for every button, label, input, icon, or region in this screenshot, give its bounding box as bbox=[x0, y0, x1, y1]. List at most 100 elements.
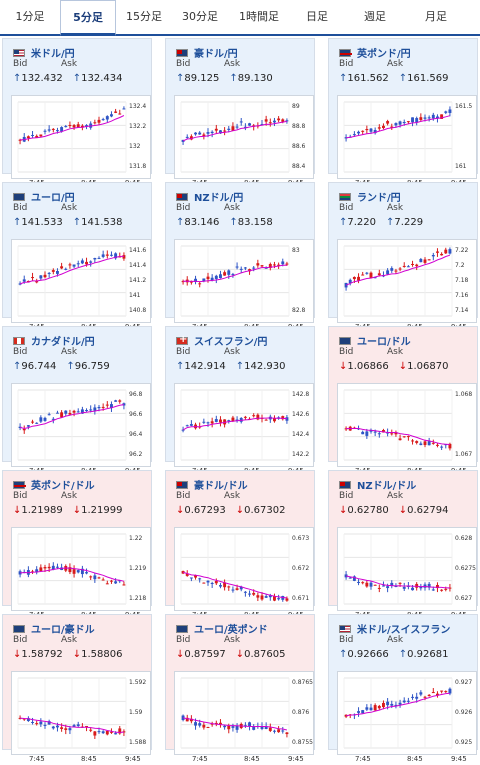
candlestick-chart[interactable]: 142.8 142.6 142.4 142.2 bbox=[174, 383, 314, 467]
pair-title[interactable]: ユーロ/ドル bbox=[339, 333, 411, 348]
pair-title-text[interactable]: ユーロ/円 bbox=[31, 193, 75, 204]
pair-title-text[interactable]: 豪ドル/円 bbox=[194, 49, 238, 60]
pair-title-text[interactable]: 英ポンド/ドル bbox=[31, 481, 95, 492]
candle-body bbox=[264, 267, 268, 269]
rate-card[interactable]: 米ドル/円 Bid Ask ↑132.432 ↑132.434 132.4 132.2 132… bbox=[2, 38, 152, 187]
pair-title[interactable]: 英ポンド/円 bbox=[339, 45, 411, 60]
candle-body bbox=[35, 281, 39, 283]
pair-title[interactable]: 英ポンド/ドル bbox=[13, 477, 95, 492]
candle-body bbox=[227, 725, 231, 730]
candle-body bbox=[89, 409, 93, 411]
candlestick-chart[interactable]: 132.4 132.2 132 131.8 bbox=[11, 95, 151, 179]
tab-5min[interactable]: 5分足 bbox=[60, 0, 116, 36]
tab-daily[interactable]: 日足 bbox=[306, 10, 328, 23]
candlestick-chart[interactable]: 0.673 0.672 0.671 bbox=[174, 527, 314, 611]
pair-title-text[interactable]: 米ドル/円 bbox=[31, 49, 75, 60]
rate-card[interactable]: カナダドル/円 Bid Ask ↑96.744 ↑96.759 96.8 96.6 96.4 9… bbox=[2, 326, 152, 475]
candle-body bbox=[373, 705, 377, 711]
candle-body bbox=[185, 425, 189, 427]
candle-body bbox=[47, 129, 51, 131]
candlestick-chart[interactable]: 96.8 96.6 96.4 96.2 bbox=[11, 383, 151, 467]
bid-label: Bid bbox=[339, 59, 354, 69]
down-arrow-icon: ↓ bbox=[13, 505, 22, 516]
tab-1min[interactable]: 1分足 bbox=[15, 10, 45, 23]
candle-body bbox=[97, 406, 101, 409]
candle-body bbox=[68, 567, 72, 573]
candlestick-chart[interactable]: 161.5 161 bbox=[337, 95, 477, 179]
candle-body bbox=[398, 582, 402, 584]
pair-title-text[interactable]: ユーロ/豪ドル bbox=[31, 625, 95, 636]
rate-card[interactable]: 米ドル/スイスフラン Bid Ask ↑0.92666 ↑0.92681 0.927 0.9… bbox=[328, 614, 478, 763]
rate-card[interactable]: 豪ドル/円BidAsk↑89.125↑89.1308988.888.688.47… bbox=[165, 38, 315, 187]
rate-card[interactable]: 英ポンド/円BidAsk↑161.562↑161.569161.51617:45… bbox=[328, 38, 478, 187]
candle-body bbox=[361, 582, 365, 584]
pair-title-text[interactable]: 米ドル/スイスフラン bbox=[357, 625, 451, 636]
y-tick-label: 141.6 bbox=[129, 247, 146, 254]
rate-card[interactable]: NZドル/ドル Bid Ask ↓0.62780 ↓0.62794 0.628 0.6275… bbox=[328, 470, 478, 619]
rate-card[interactable]: ユーロ/ドルBidAsk↓1.06866↓1.068701.0681.0677:… bbox=[328, 326, 478, 475]
pair-title[interactable]: ユーロ/豪ドル bbox=[13, 621, 95, 636]
rate-card[interactable]: ランド/円 Bid Ask ↑7.220 ↑7.229 7.22 7.2 7.18 7.16 7.… bbox=[328, 182, 478, 331]
bid-price: ↑89.125 bbox=[176, 73, 220, 84]
pair-title-text[interactable]: カナダドル/円 bbox=[31, 337, 95, 348]
candlestick-chart[interactable]: 1.068 1.067 bbox=[337, 383, 477, 467]
bid-ask-labels: Bid Ask bbox=[13, 491, 109, 501]
pair-title[interactable]: ランド/円 bbox=[339, 189, 401, 204]
candle-body bbox=[377, 587, 381, 589]
tab-1hour[interactable]: 1時間足 bbox=[239, 10, 279, 23]
candle-body bbox=[448, 587, 452, 589]
candle-body bbox=[31, 134, 34, 136]
candle-body bbox=[105, 583, 109, 585]
pair-title[interactable]: スイスフラン/円 bbox=[176, 333, 267, 348]
candlestick-chart[interactable]: 7.22 7.2 7.18 7.16 7.14 bbox=[337, 239, 477, 323]
pair-title[interactable]: 豪ドル/円 bbox=[176, 45, 238, 60]
bid-price: ↓0.62780 bbox=[339, 505, 389, 516]
candle-body bbox=[394, 432, 398, 435]
candlestick-chart[interactable]: 0.8765 0.876 0.8755 bbox=[174, 671, 314, 755]
pair-title-text[interactable]: NZドル/ドル bbox=[357, 481, 417, 492]
rate-card[interactable]: 豪ドル/ドル Bid Ask ↓0.67293 ↓0.67302 0.673 0.672 0.… bbox=[165, 470, 315, 619]
up-arrow-icon: ↑ bbox=[176, 361, 185, 372]
moving-average-line bbox=[346, 692, 450, 717]
pair-title-text[interactable]: 英ポンド/円 bbox=[357, 49, 411, 60]
candlestick-chart[interactable]: 89 88.8 88.6 88.4 bbox=[174, 95, 314, 179]
down-arrow-icon: ↓ bbox=[398, 361, 408, 372]
rate-card[interactable]: ユーロ/円 Bid Ask ↑141.533 ↑141.538 141.6 141.4 141… bbox=[2, 182, 152, 331]
candle-body bbox=[93, 258, 97, 260]
candlestick-chart[interactable]: 1.22 1.219 1.218 bbox=[11, 527, 151, 611]
tab-monthly[interactable]: 月足 bbox=[425, 10, 447, 23]
pair-title-text[interactable]: ランド/円 bbox=[357, 193, 401, 204]
candlestick-chart[interactable]: 83 82.8 bbox=[174, 239, 314, 323]
rate-card[interactable]: ユーロ/英ポンド Bid Ask ↓0.87597 ↓0.87605 0.8765 0.87… bbox=[165, 614, 315, 763]
tab-weekly[interactable]: 週足 bbox=[364, 10, 386, 23]
pair-title-text[interactable]: スイスフラン/円 bbox=[194, 337, 268, 348]
pair-title[interactable]: 豪ドル/ドル bbox=[176, 477, 248, 492]
candlestick-chart[interactable]: 141.6 141.4 141.2 141 140.8 bbox=[11, 239, 151, 323]
pair-title[interactable]: 米ドル/円 bbox=[13, 45, 75, 60]
pair-title[interactable]: ユーロ/円 bbox=[13, 189, 75, 204]
pair-title-text[interactable]: 豪ドル/ドル bbox=[194, 481, 248, 492]
moving-average-line bbox=[182, 417, 287, 431]
pair-title[interactable]: ユーロ/英ポンド bbox=[176, 621, 268, 636]
y-tick-label: 1.588 bbox=[129, 739, 146, 746]
tab-15min[interactable]: 15分足 bbox=[126, 10, 162, 23]
pair-title[interactable]: 米ドル/スイスフラン bbox=[339, 621, 450, 636]
rate-card[interactable]: NZドル/円BidAsk↑83.146↑83.1588382.87:458:45… bbox=[165, 182, 315, 331]
pair-title-text[interactable]: NZドル/円 bbox=[194, 193, 244, 204]
rate-card[interactable]: ユーロ/豪ドル Bid Ask ↓1.58792 ↓1.58806 1.592 1.59 1.… bbox=[2, 614, 152, 763]
candle-body bbox=[85, 725, 88, 728]
y-tick-label: 140.8 bbox=[129, 307, 146, 314]
candlestick-chart[interactable]: 0.628 0.6275 0.627 bbox=[337, 527, 477, 611]
pair-title[interactable]: カナダドル/円 bbox=[13, 333, 95, 348]
candlestick-chart[interactable]: 1.592 1.59 1.588 bbox=[11, 671, 151, 755]
candlestick-chart[interactable]: 0.927 0.926 0.925 bbox=[337, 671, 477, 755]
bid-price: ↓1.06866 bbox=[339, 361, 389, 372]
pair-title-text[interactable]: ユーロ/英ポンド bbox=[194, 625, 268, 636]
pair-title-text[interactable]: ユーロ/ドル bbox=[357, 337, 411, 348]
pair-title[interactable]: NZドル/ドル bbox=[339, 477, 416, 492]
pair-title[interactable]: NZドル/円 bbox=[176, 189, 243, 204]
tab-30min[interactable]: 30分足 bbox=[182, 10, 218, 23]
candle-body bbox=[431, 442, 435, 444]
rate-card[interactable]: 英ポンド/ドル Bid Ask ↓1.21989 ↓1.21999 1.22 1.219 1.… bbox=[2, 470, 152, 619]
